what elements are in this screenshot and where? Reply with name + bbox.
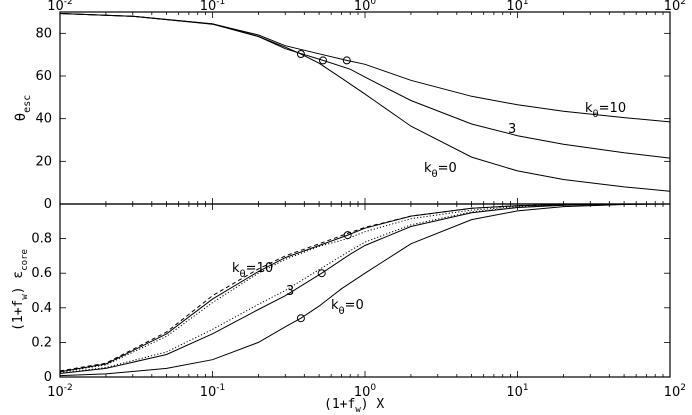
bottom-x-tick-labels: 10-2 10-1 100 101 102 <box>47 383 686 400</box>
top-series-0 <box>59 13 671 123</box>
bottom-panel: 0 0.2 0.4 0.6 0.8 10-2 10-1 100 101 102 (1+fw) ε… <box>11 203 686 415</box>
bottom-ticks <box>59 204 671 378</box>
bottom-frame <box>59 203 671 378</box>
bottom-x-tick-label: 102 <box>664 383 686 400</box>
top-marker-2 <box>342 56 351 65</box>
top-x-tick-label: 100 <box>354 0 377 14</box>
bot-series-3 <box>59 203 670 374</box>
bot-marker-2 <box>296 314 305 323</box>
top-y-tick-label: 80 <box>35 26 52 41</box>
top-label-3: 3 <box>508 122 516 137</box>
bottom-label-k0: kθ=0 <box>331 298 364 317</box>
bot-series-5 <box>59 203 671 377</box>
top-y-tick-label: 60 <box>35 69 52 84</box>
top-frame <box>59 11 671 205</box>
bot-y-tick-label: 0.6 <box>31 266 52 281</box>
top-x-tick-label: 10-2 <box>47 0 73 14</box>
top-y-tick-label: 40 <box>35 112 52 127</box>
top-curves <box>59 13 671 192</box>
top-y-tick-labels: 0 20 40 60 80 <box>35 26 52 212</box>
bottom-x-tick-label: 101 <box>506 383 528 400</box>
top-marker-1 <box>319 56 327 65</box>
bottom-x-tick-label: 10-1 <box>200 383 226 400</box>
top-x-tick-label: 101 <box>506 0 528 14</box>
top-panel: 0 20 40 60 80 10-2 10-1 100 101 102 θesc kθ=10 3… <box>13 0 686 212</box>
bottom-y-axis-label: (1+fw) εcore <box>11 249 30 331</box>
top-label-k10: kθ=10 <box>585 101 626 120</box>
bottom-label-k10: kθ=10 <box>232 261 273 280</box>
top-y-tick-label: 20 <box>35 154 52 169</box>
bot-y-tick-label: 0 <box>44 370 52 385</box>
bottom-curves <box>59 203 671 377</box>
bottom-markers <box>296 231 352 323</box>
bottom-x-tick-label: 100 <box>354 383 377 400</box>
bottom-label-3: 3 <box>286 284 294 299</box>
top-label-k0: kθ=0 <box>424 161 457 180</box>
bot-series-2 <box>59 203 670 373</box>
bot-series-4 <box>59 203 670 374</box>
top-series-2 <box>59 13 671 192</box>
bot-y-tick-label: 0.4 <box>31 301 52 316</box>
bottom-y-tick-labels: 0 0.2 0.4 0.6 0.8 <box>31 232 52 385</box>
top-y-axis-label: θesc <box>13 95 33 122</box>
bot-marker-0 <box>343 231 352 240</box>
top-y-tick-label: 0 <box>44 197 52 212</box>
top-markers <box>296 50 351 65</box>
top-x-tick-labels: 10-2 10-1 100 101 102 <box>47 0 686 14</box>
top-x-tick-label: 102 <box>664 0 686 14</box>
bot-y-tick-label: 0.8 <box>31 232 52 247</box>
top-series-1 <box>59 13 671 159</box>
top-marker-0 <box>296 50 305 58</box>
bot-series-1 <box>59 203 670 372</box>
top-ticks <box>59 12 671 205</box>
bot-y-tick-label: 0.2 <box>31 335 52 350</box>
bot-marker-1 <box>317 269 326 278</box>
bottom-x-tick-label: 10-2 <box>47 383 73 400</box>
bottom-x-axis-label: (1+fw) X <box>324 397 384 415</box>
top-x-tick-label: 10-1 <box>200 0 226 14</box>
bot-series-0 <box>59 203 670 373</box>
